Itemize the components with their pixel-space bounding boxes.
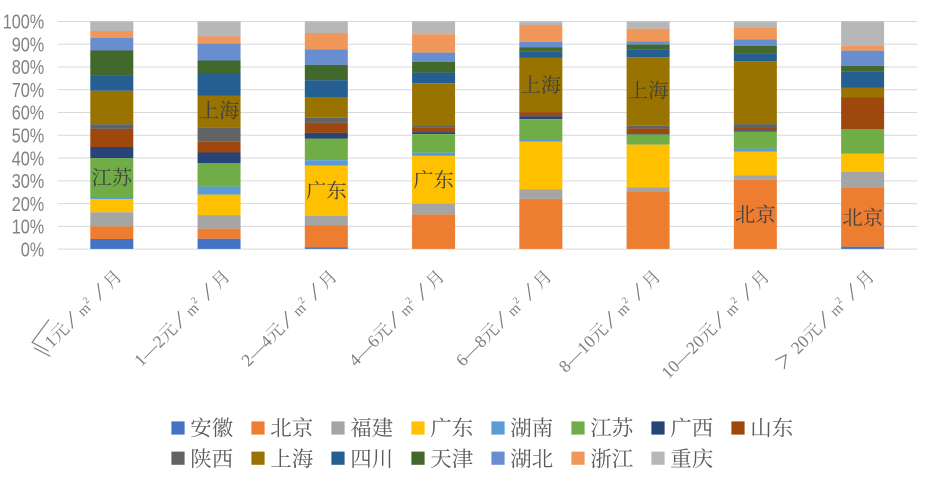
svg-text:80%: 80% bbox=[12, 57, 45, 79]
svg-text:2: 2 bbox=[833, 295, 844, 306]
svg-text:2: 2 bbox=[403, 295, 414, 306]
svg-text:2: 2 bbox=[620, 295, 631, 306]
svg-text:60%: 60% bbox=[12, 103, 45, 125]
svg-text:90%: 90% bbox=[12, 34, 45, 56]
svg-text:40%: 40% bbox=[12, 148, 45, 170]
svg-text:2: 2 bbox=[729, 295, 740, 306]
svg-text:10%: 10% bbox=[12, 217, 45, 239]
svg-text:2: 2 bbox=[511, 295, 522, 306]
svg-text:2: 2 bbox=[81, 295, 92, 306]
svg-text:50%: 50% bbox=[12, 126, 45, 148]
svg-text:2: 2 bbox=[296, 295, 307, 306]
svg-text:0%: 0% bbox=[21, 239, 45, 261]
svg-text:70%: 70% bbox=[12, 80, 45, 102]
svg-text:30%: 30% bbox=[12, 171, 45, 193]
svg-text:2: 2 bbox=[189, 295, 200, 306]
svg-text:20%: 20% bbox=[12, 194, 45, 216]
svg-text:100%: 100% bbox=[3, 12, 45, 34]
